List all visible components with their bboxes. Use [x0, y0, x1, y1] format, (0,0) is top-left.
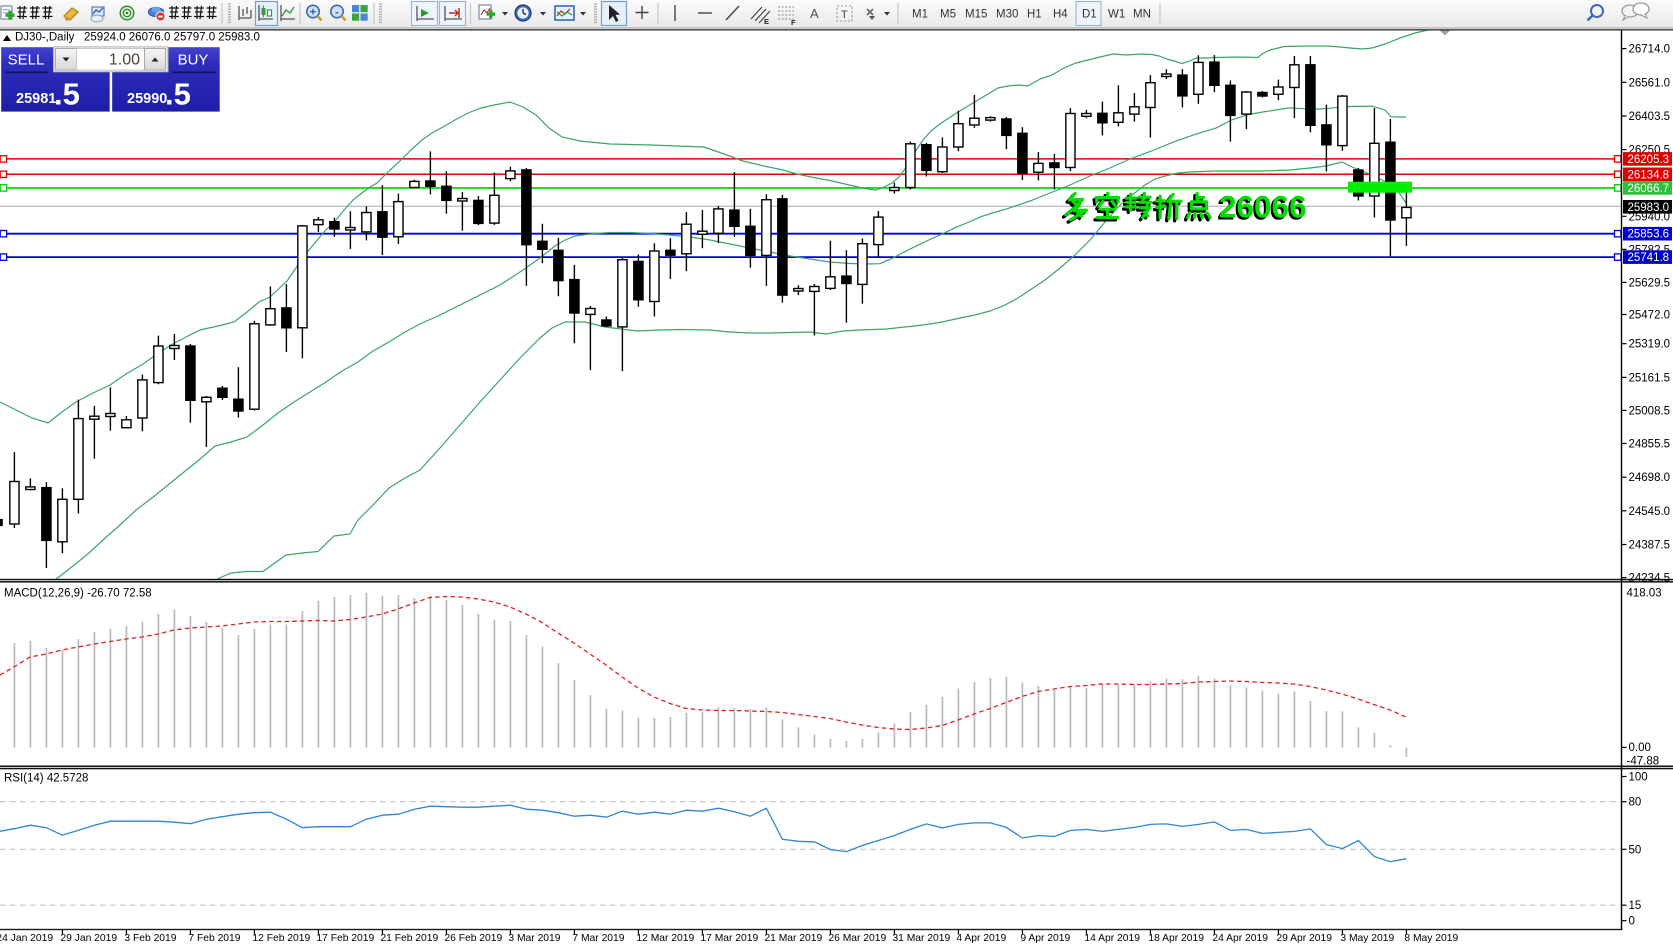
svg-text:0: 0	[1629, 916, 1635, 928]
svg-text:25741.8: 25741.8	[1628, 252, 1670, 264]
svg-text:24387.5: 24387.5	[1629, 540, 1671, 552]
svg-text:26066: 26066	[1219, 189, 1307, 225]
svg-text:26066.7: 26066.7	[1628, 183, 1670, 195]
svg-text:26066: 26066	[1217, 191, 1305, 227]
svg-text:.5: .5	[54, 77, 80, 112]
svg-text:25983.0: 25983.0	[1628, 202, 1670, 214]
svg-text:25990: 25990	[127, 91, 167, 107]
svg-text:RSI(14) 42.5728: RSI(14) 42.5728	[4, 773, 88, 785]
svg-text:26134.8: 26134.8	[1628, 169, 1670, 181]
svg-text:7 Feb 2019: 7 Feb 2019	[188, 933, 240, 944]
svg-text:17 Mar 2019: 17 Mar 2019	[700, 933, 758, 944]
svg-text:E: E	[764, 17, 769, 26]
svg-text:SELL: SELL	[8, 52, 45, 69]
svg-text:1.00: 1.00	[109, 52, 140, 69]
svg-text:25940.0: 25940.0	[1629, 211, 1671, 223]
svg-text:26205.3: 26205.3	[1628, 154, 1670, 166]
svg-text:H4: H4	[1053, 9, 1068, 21]
svg-text:50: 50	[1629, 844, 1642, 856]
svg-text:M30: M30	[996, 9, 1018, 21]
svg-text:M15: M15	[965, 9, 987, 21]
svg-text:T: T	[841, 9, 848, 21]
svg-text:29 Jan 2019: 29 Jan 2019	[60, 933, 117, 944]
svg-text:MACD(12,26,9) -26.70 72.58: MACD(12,26,9) -26.70 72.58	[4, 588, 152, 600]
svg-text:31 Mar 2019: 31 Mar 2019	[892, 933, 950, 944]
svg-text:BUY: BUY	[178, 52, 209, 69]
svg-text:25161.5: 25161.5	[1629, 372, 1671, 384]
svg-text:25008.5: 25008.5	[1629, 405, 1671, 417]
svg-text:24 Apr 2019: 24 Apr 2019	[1212, 933, 1268, 944]
svg-text:MN: MN	[1133, 9, 1151, 21]
svg-text:100: 100	[1629, 772, 1648, 784]
svg-text:26561.0: 26561.0	[1629, 77, 1671, 89]
svg-text:29 Apr 2019: 29 Apr 2019	[1276, 933, 1332, 944]
svg-text:24855.5: 24855.5	[1629, 439, 1671, 451]
svg-text:25319.0: 25319.0	[1629, 339, 1671, 351]
svg-text:25472.0: 25472.0	[1629, 310, 1671, 322]
svg-text:24698.0: 24698.0	[1629, 472, 1671, 484]
svg-text:25981: 25981	[16, 91, 56, 107]
svg-text:M1: M1	[912, 9, 928, 21]
svg-text:14 Apr 2019: 14 Apr 2019	[1084, 933, 1140, 944]
svg-text:418.03: 418.03	[1627, 588, 1662, 600]
svg-text:17 Feb 2019: 17 Feb 2019	[316, 933, 374, 944]
svg-text:15: 15	[1629, 900, 1642, 912]
svg-text:21 Mar 2019: 21 Mar 2019	[764, 933, 822, 944]
svg-text:12 Feb 2019: 12 Feb 2019	[252, 933, 310, 944]
svg-text:F: F	[791, 18, 796, 27]
svg-text:8 May 2019: 8 May 2019	[1404, 933, 1458, 944]
svg-text:25629.5: 25629.5	[1629, 277, 1671, 289]
svg-text:26403.5: 26403.5	[1629, 111, 1671, 123]
svg-text:-: -	[335, 7, 339, 19]
svg-text:3 May 2019: 3 May 2019	[1340, 933, 1394, 944]
svg-text:A: A	[810, 6, 819, 21]
svg-text:D1: D1	[1082, 9, 1097, 21]
svg-text:9 Apr 2019: 9 Apr 2019	[1020, 933, 1070, 944]
svg-text:24234.5: 24234.5	[1629, 573, 1671, 585]
svg-text:3 Feb 2019: 3 Feb 2019	[124, 933, 176, 944]
svg-text:21 Feb 2019: 21 Feb 2019	[380, 933, 438, 944]
svg-text:25853.6: 25853.6	[1628, 229, 1670, 241]
svg-text:M5: M5	[940, 9, 956, 21]
svg-text:+: +	[310, 7, 316, 19]
svg-text:7 Mar 2019: 7 Mar 2019	[572, 933, 624, 944]
svg-text:26 Mar 2019: 26 Mar 2019	[828, 933, 886, 944]
svg-text:4 Apr 2019: 4 Apr 2019	[956, 933, 1006, 944]
svg-text:12 Mar 2019: 12 Mar 2019	[636, 933, 694, 944]
svg-text:W1: W1	[1108, 9, 1125, 21]
svg-text:DJ30-,Daily 25924.0 26076.0: DJ30-,Daily 25924.0 26076.0 25797.0 2598…	[15, 32, 260, 44]
svg-text:H1: H1	[1027, 9, 1042, 21]
svg-text:80: 80	[1629, 797, 1642, 809]
svg-text:26 Feb 2019: 26 Feb 2019	[444, 933, 502, 944]
svg-text:0.00: 0.00	[1629, 742, 1651, 754]
svg-text:.5: .5	[165, 77, 191, 112]
svg-text:26714.0: 26714.0	[1629, 44, 1671, 56]
svg-text:24545.0: 24545.0	[1629, 506, 1671, 518]
svg-text:18 Apr 2019: 18 Apr 2019	[1148, 933, 1204, 944]
svg-text:24 Jan 2019: 24 Jan 2019	[0, 933, 53, 944]
svg-text:3 Mar 2019: 3 Mar 2019	[508, 933, 560, 944]
svg-text:-47.88: -47.88	[1627, 755, 1660, 767]
